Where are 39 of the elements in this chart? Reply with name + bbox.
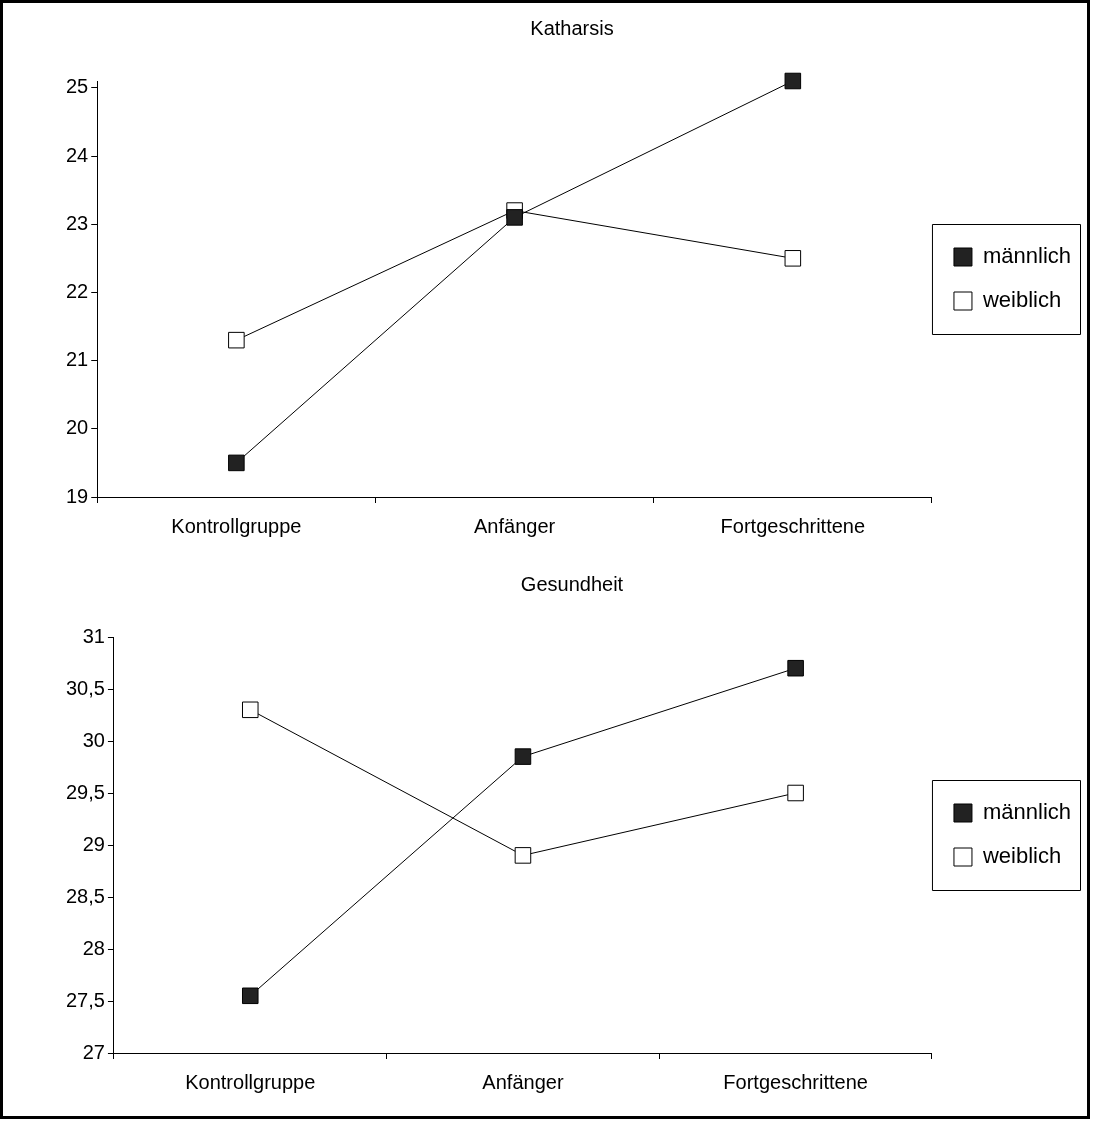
point: [241, 987, 259, 1005]
x-tick-label: Fortgeschrittene: [723, 1070, 868, 1093]
y-tick-label: 27: [82, 1040, 105, 1063]
y-tick-label: 30: [82, 728, 105, 751]
x-tick-label: Kontrollgruppe: [185, 1070, 316, 1093]
y-tick-label: 31: [82, 624, 105, 647]
x-tick-label: Anfänger: [482, 1070, 564, 1093]
y-tick-label: 22: [66, 279, 89, 302]
y-tick-label: 30,5: [65, 676, 105, 699]
y-tick-label: 29,5: [65, 780, 105, 803]
point: [514, 847, 532, 864]
point: [241, 701, 259, 719]
y-tick-label: 19: [66, 484, 89, 507]
y-tick-label: 28,5: [65, 884, 105, 907]
point: [514, 748, 532, 765]
legend-label: weiblich: [981, 843, 1062, 869]
point: [784, 250, 802, 267]
y-tick-label: 20: [66, 416, 89, 439]
point: [506, 209, 523, 226]
x-tick-label: Anfänger: [474, 514, 556, 537]
point: [787, 659, 804, 677]
legend-label: männlich: [982, 799, 1071, 825]
y-tick-label: 29: [82, 832, 105, 855]
x-tick-label: Fortgeschrittene: [720, 514, 866, 537]
y-tick-label: 23: [66, 211, 89, 234]
y-tick-label: 28: [82, 936, 105, 959]
legend-label: männlich: [982, 243, 1071, 269]
point: [784, 72, 802, 90]
y-tick-label: 24: [66, 143, 89, 166]
y-tick-label: 21: [66, 348, 89, 371]
point: [787, 784, 804, 802]
y-tick-label: 25: [66, 75, 89, 98]
chart-title: Gesundheit: [520, 572, 624, 595]
y-tick-label: 27,5: [65, 988, 105, 1011]
legend-label: weiblich: [981, 287, 1062, 313]
point: [228, 454, 245, 472]
x-tick-label: Kontrollgruppe: [171, 514, 302, 537]
point: [228, 331, 245, 349]
chart-title: Katharsis: [530, 16, 614, 39]
